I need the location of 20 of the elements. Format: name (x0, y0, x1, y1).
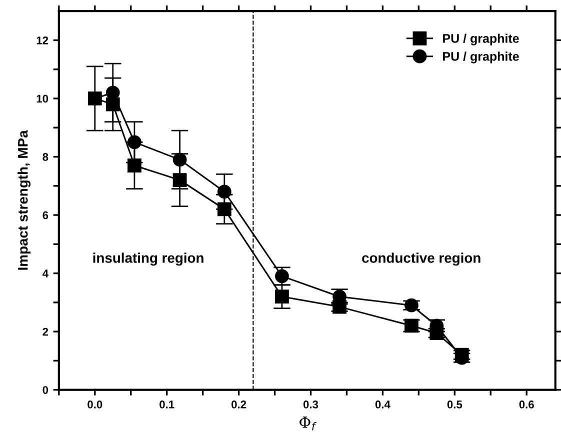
x-tick-label: 0.6 (519, 400, 534, 408)
y-tick-label: 10 (36, 94, 48, 103)
y-tick-label: 12 (36, 36, 48, 44)
x-axis-title: Φ$_{f}$ (300, 416, 316, 430)
x-tick-label: 0.3 (303, 400, 318, 408)
annotation: insulating region (93, 252, 204, 266)
x-tick-label: 0.5 (447, 400, 462, 408)
y-axis-title: Impact strength, MPa (18, 130, 31, 270)
x-tick-label: 0.2 (232, 400, 246, 408)
legend-label: PU / graphite (443, 34, 519, 46)
y-tick-label: 4 (42, 270, 48, 278)
y-tick-label: 0 (42, 386, 48, 394)
y-tick-label: 6 (42, 211, 48, 220)
y-tick-label: 8 (42, 153, 48, 161)
annotation: conductive region (362, 252, 480, 266)
x-tick-label: 0.1 (160, 400, 174, 408)
legend-label: PU / graphite (443, 52, 519, 64)
y-tick-label: 2 (42, 328, 48, 336)
x-tick-label: 0.0 (88, 400, 102, 408)
x-tick-label: 0.4 (375, 400, 390, 408)
